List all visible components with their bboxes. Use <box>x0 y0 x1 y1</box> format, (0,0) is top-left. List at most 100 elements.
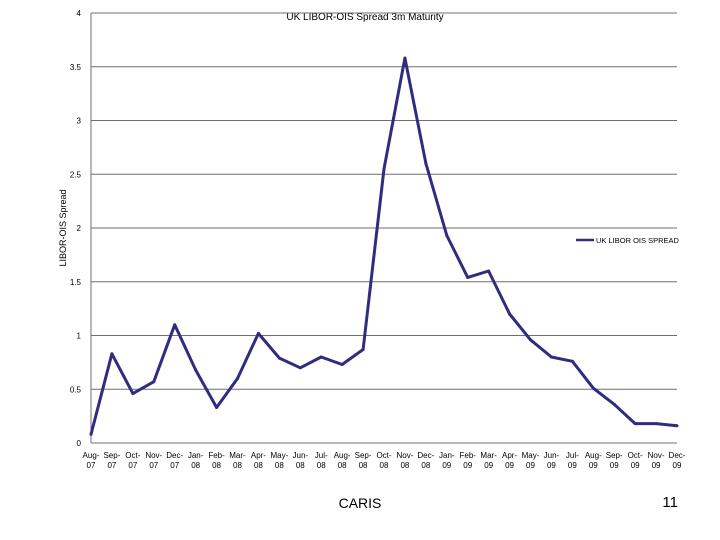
x-tick-label: 08 <box>380 461 389 470</box>
x-tick-label: 07 <box>87 461 96 470</box>
x-tick-label: Dec- <box>417 451 434 460</box>
y-tick-label: 1 <box>77 332 82 341</box>
x-tick-label: Apr- <box>251 451 266 460</box>
y-tick-label: 3 <box>77 117 82 126</box>
y-tick-label: 0.5 <box>70 385 82 394</box>
x-tick-label: Oct- <box>125 451 140 460</box>
x-tick-label: 08 <box>317 461 326 470</box>
data-point <box>382 167 386 171</box>
data-point <box>529 338 532 342</box>
y-tick-label: 0 <box>77 439 82 448</box>
data-point <box>466 275 470 279</box>
data-point <box>173 323 177 327</box>
x-tick-label: Jul- <box>566 451 579 460</box>
series-layer <box>89 56 679 436</box>
x-tick-label: 09 <box>631 461 640 470</box>
y-axis-label: LIBOR-OIS Spread <box>58 189 68 266</box>
x-tick-label: Jun- <box>293 451 309 460</box>
x-tick-label: Sep- <box>103 451 120 460</box>
y-tick-label: 2.5 <box>70 170 82 179</box>
series-line <box>89 56 678 435</box>
gridlines <box>90 12 677 444</box>
y-tick-label: 1.5 <box>70 278 82 287</box>
legend-label: UK LIBOR OIS SPREAD <box>596 236 680 245</box>
page-number: 11 <box>662 494 678 511</box>
x-tick-label: 08 <box>191 461 200 470</box>
x-tick-label: 09 <box>484 461 493 470</box>
x-tick-label: 09 <box>442 461 451 470</box>
data-point <box>424 162 428 165</box>
data-point <box>403 56 407 60</box>
x-tick-label: 09 <box>652 461 661 470</box>
x-tick-label: 09 <box>610 461 619 470</box>
x-tick-label: 07 <box>149 461 158 470</box>
data-point <box>110 352 114 356</box>
x-tick-label: 07 <box>170 461 179 470</box>
data-point <box>654 422 658 426</box>
x-tick-label: Dec- <box>669 451 686 460</box>
x-tick-label: Sep- <box>355 451 372 460</box>
x-tick-label: 09 <box>673 461 682 470</box>
data-point <box>612 402 616 406</box>
x-tick-label: Dec- <box>166 451 183 460</box>
x-tick-label: Nov- <box>648 451 665 460</box>
data-point <box>194 368 198 372</box>
y-tick-label: 3.5 <box>70 63 82 72</box>
data-point <box>215 406 219 410</box>
x-tick-label: Aug- <box>334 451 351 460</box>
x-tick-label: Jan- <box>188 451 204 460</box>
data-point <box>256 331 260 335</box>
x-tick-label: Apr- <box>502 451 517 460</box>
data-point <box>131 392 135 396</box>
x-tick-label: Sep- <box>606 451 623 460</box>
data-point <box>152 380 156 384</box>
x-tick-label: 08 <box>212 461 221 470</box>
x-tick-label: Jul- <box>315 451 328 460</box>
x-tick-label: 08 <box>296 461 305 470</box>
data-point <box>591 386 595 390</box>
data-point <box>570 359 574 363</box>
x-tick-label: 08 <box>400 461 409 470</box>
x-tick-label: 07 <box>107 461 116 470</box>
x-tick-label: Nov- <box>145 451 162 460</box>
y-tick-label: 2 <box>77 224 82 233</box>
x-tick-label: Oct- <box>376 451 391 460</box>
x-tick-label: 08 <box>254 461 263 470</box>
x-tick-label: Aug- <box>585 451 602 460</box>
data-point <box>298 366 302 370</box>
x-tick-label: Mar- <box>229 451 246 460</box>
data-point <box>89 432 93 436</box>
x-tick-label: May- <box>522 451 540 460</box>
data-point <box>236 377 239 380</box>
data-point <box>487 269 491 273</box>
x-tick-labels: Aug-07Sep-07Oct-07Nov-07Dec-07Jan-08Feb-… <box>83 451 686 470</box>
footer-label: CARIS <box>338 495 382 511</box>
data-point <box>549 355 553 359</box>
x-tick-label: 09 <box>589 461 598 470</box>
x-tick-label: 08 <box>233 461 242 470</box>
x-tick-label: Mar- <box>480 451 497 460</box>
x-tick-label: 08 <box>421 461 430 470</box>
legend: UK LIBOR OIS SPREAD <box>576 236 680 245</box>
x-tick-label: 08 <box>275 461 284 470</box>
x-tick-label: 09 <box>547 461 556 470</box>
data-point <box>361 347 365 351</box>
x-tick-label: May- <box>270 451 288 460</box>
data-point <box>675 424 679 428</box>
x-tick-label: Oct- <box>628 451 643 460</box>
x-tick-label: 09 <box>505 461 514 470</box>
y-tick-label: 4 <box>77 9 82 18</box>
data-point <box>340 363 344 367</box>
x-tick-label: 07 <box>128 461 137 470</box>
data-point <box>633 422 637 426</box>
x-tick-label: Aug- <box>83 451 100 460</box>
x-tick-label: 09 <box>568 461 577 470</box>
x-tick-label: 09 <box>463 461 472 470</box>
data-point <box>319 355 323 359</box>
x-tick-label: 08 <box>359 461 368 470</box>
x-tick-label: Jan- <box>439 451 455 460</box>
data-point <box>508 312 512 316</box>
x-tick-label: 08 <box>338 461 347 470</box>
x-tick-label: Nov- <box>396 451 413 460</box>
x-tick-label: 09 <box>526 461 535 470</box>
